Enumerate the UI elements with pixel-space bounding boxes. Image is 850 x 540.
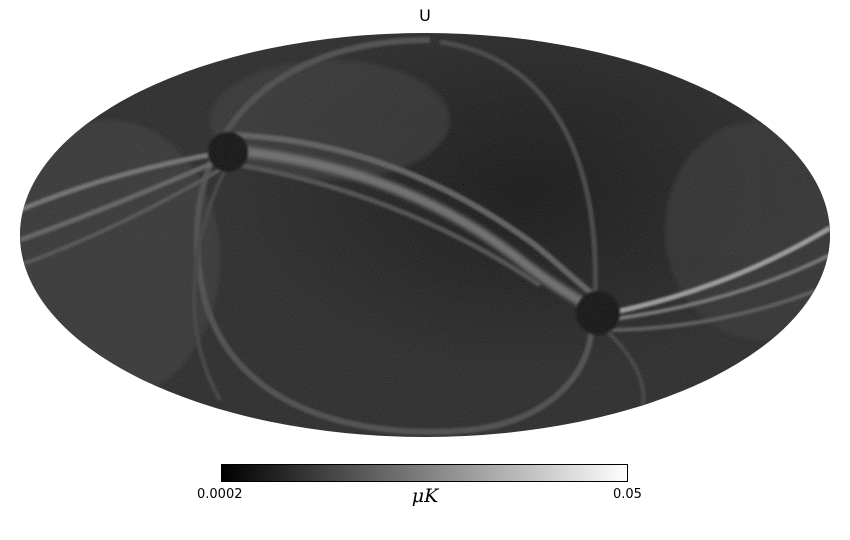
colorbar-max-label: 0.05 bbox=[613, 487, 642, 502]
map-title: U bbox=[419, 6, 431, 25]
colorbar bbox=[221, 464, 628, 482]
colorbar-min-label: 0.0002 bbox=[197, 487, 243, 502]
colorbar-gradient bbox=[221, 464, 628, 482]
colorbar-unit-label: μK bbox=[411, 485, 439, 507]
